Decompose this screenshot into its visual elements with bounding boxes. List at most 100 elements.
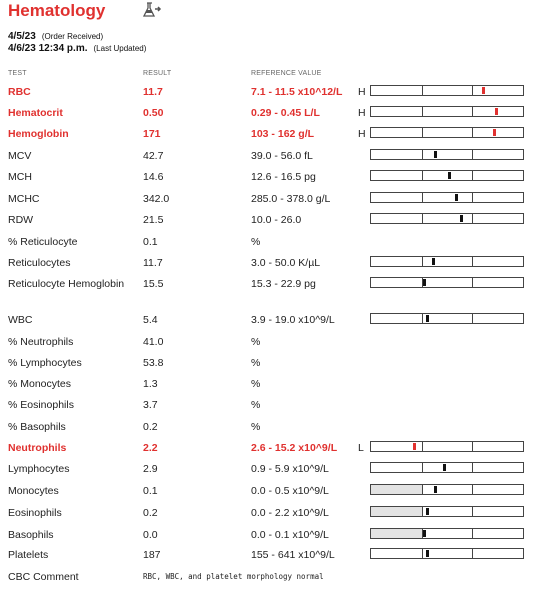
test-result: 41.0	[143, 336, 164, 348]
test-result: 15.5	[143, 278, 164, 290]
lab-flask-icon[interactable]	[143, 2, 163, 18]
range-bar-marker	[433, 151, 437, 158]
test-name: Hemoglobin	[8, 128, 69, 140]
range-bar-divider	[472, 278, 474, 287]
test-result: 342.0	[143, 193, 170, 205]
range-bar	[370, 548, 524, 559]
updated-date: 4/6/23 12:34 p.m.	[8, 43, 88, 54]
comment-text: RBC, WBC, and platelet morphology normal	[143, 572, 324, 581]
range-bar-divider	[472, 86, 474, 95]
test-name: Platelets	[8, 549, 49, 561]
range-bar-marker	[455, 194, 459, 201]
test-result: 14.6	[143, 171, 164, 183]
table-row: MCHC 342.0 285.0 - 378.0 g/L	[0, 192, 542, 213]
range-bar-divider	[472, 463, 474, 472]
range-bar	[370, 277, 524, 288]
range-bar-marker	[426, 508, 430, 515]
reference-range: 15.3 - 22.9 pg	[251, 278, 316, 290]
test-result: 1.3	[143, 378, 158, 390]
test-name: WBC	[8, 314, 33, 326]
range-bar-divider	[421, 442, 423, 451]
range-bar-low-zone	[371, 485, 422, 494]
table-row: Basophils 0.0 0.0 - 0.1 x10^9/L	[0, 528, 542, 549]
result-flag: H	[358, 128, 366, 140]
test-name: % Reticulocyte	[8, 236, 78, 248]
range-bar-divider	[421, 257, 423, 266]
table-row: % Basophils 0.2%	[0, 421, 542, 441]
reference-range: 0.29 - 0.45 L/L	[251, 107, 320, 119]
reference-range: 0.0 - 0.5 x10^9/L	[251, 485, 329, 497]
reference-range: %	[251, 399, 261, 411]
range-bar-divider	[421, 463, 423, 472]
test-name: RDW	[8, 214, 34, 226]
table-row: % Lymphocytes 53.8%	[0, 357, 542, 377]
test-result: 0.1	[143, 485, 158, 497]
range-bar	[370, 441, 524, 452]
range-bar-divider	[421, 278, 423, 287]
page-title: Hematology	[8, 1, 106, 20]
test-result: 21.5	[143, 214, 164, 226]
reference-range: 10.0 - 26.0	[251, 214, 302, 226]
range-bar-divider	[421, 214, 423, 223]
table-row: Lymphocytes 2.9 0.9 - 5.9 x10^9/L	[0, 462, 542, 483]
test-name: Reticulocytes	[8, 257, 71, 269]
column-header-test: TEST	[8, 70, 27, 77]
test-result: 42.7	[143, 150, 164, 162]
comment-label: CBC Comment	[8, 571, 79, 583]
reference-range: %	[251, 336, 261, 348]
range-bar-low-zone	[371, 529, 422, 538]
test-name: Neutrophils	[8, 442, 67, 454]
range-bar	[370, 213, 524, 224]
range-bar-divider	[472, 128, 474, 137]
reference-range: %	[251, 378, 261, 390]
test-name: MCV	[8, 150, 32, 162]
test-name: MCH	[8, 171, 32, 183]
range-bar	[370, 528, 524, 539]
test-name: % Lymphocytes	[8, 357, 82, 369]
table-row: Reticulocytes 11.7 3.0 - 50.0 K/µL	[0, 256, 542, 277]
range-bar	[370, 484, 524, 495]
reference-range: 0.9 - 5.9 x10^9/L	[251, 463, 329, 475]
reference-range: %	[251, 236, 261, 248]
range-bar	[370, 256, 524, 267]
range-bar-divider	[421, 314, 423, 323]
test-result: 0.0	[143, 529, 158, 541]
test-result: 11.7	[143, 86, 163, 98]
test-result: 0.2	[143, 421, 158, 433]
test-result: 53.8	[143, 357, 164, 369]
order-date: 4/5/23	[8, 31, 36, 42]
range-bar-marker	[426, 315, 430, 322]
reference-range: 39.0 - 56.0 fL	[251, 150, 313, 162]
range-bar-divider	[472, 150, 474, 159]
table-row: Platelets 187 155 - 641 x10^9/L	[0, 548, 542, 569]
range-bar-divider	[472, 171, 474, 180]
range-bar	[370, 85, 524, 96]
reference-range: 12.6 - 16.5 pg	[251, 171, 316, 183]
range-bar	[370, 462, 524, 473]
range-bar-divider	[472, 442, 474, 451]
test-result: 3.7	[143, 399, 158, 411]
range-bar	[370, 127, 524, 138]
table-row: MCV 42.7 39.0 - 56.0 fL	[0, 149, 542, 170]
range-bar-marker	[432, 258, 436, 265]
table-row: WBC 5.4 3.9 - 19.0 x10^9/L	[0, 313, 542, 334]
table-row: % Eosinophils 3.7%	[0, 399, 542, 419]
table-row: RDW 21.5 10.0 - 26.0	[0, 213, 542, 234]
reference-range: %	[251, 421, 261, 433]
updated-date-line: 4/6/23 12:34 p.m. (Last Updated)	[8, 43, 146, 54]
reference-range: 2.6 - 15.2 x10^9/L	[251, 442, 338, 454]
range-bar-low-zone	[371, 507, 422, 516]
table-row: Neutrophils 2.2 2.6 - 15.2 x10^9/L L	[0, 441, 542, 462]
range-bar-marker	[423, 279, 427, 286]
range-bar-divider	[472, 314, 474, 323]
range-bar	[370, 506, 524, 517]
range-bar-divider	[472, 529, 474, 538]
range-bar-divider	[472, 214, 474, 223]
range-bar-divider	[421, 485, 423, 494]
table-row: MCH 14.6 12.6 - 16.5 pg	[0, 170, 542, 191]
range-bar	[370, 106, 524, 117]
table-row: Monocytes 0.1 0.0 - 0.5 x10^9/L	[0, 484, 542, 505]
range-bar-marker	[482, 87, 486, 94]
range-bar-divider	[421, 107, 423, 116]
range-bar-marker	[493, 129, 497, 136]
